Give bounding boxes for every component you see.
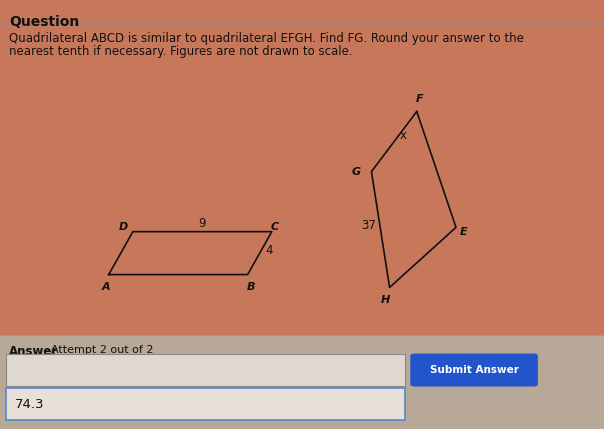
- Text: H: H: [381, 295, 390, 305]
- Text: Question: Question: [9, 15, 79, 29]
- Text: 9: 9: [199, 217, 206, 230]
- FancyBboxPatch shape: [6, 354, 405, 386]
- Text: B: B: [246, 282, 255, 293]
- Text: Answer: Answer: [9, 345, 59, 358]
- Text: C: C: [271, 222, 279, 233]
- FancyBboxPatch shape: [411, 354, 538, 386]
- Text: x: x: [400, 129, 407, 142]
- FancyBboxPatch shape: [6, 388, 405, 420]
- Text: E: E: [460, 227, 467, 237]
- Text: G: G: [352, 166, 361, 177]
- Text: Attempt 2 out of 2: Attempt 2 out of 2: [51, 345, 154, 355]
- Text: nearest tenth if necessary. Figures are not drawn to scale.: nearest tenth if necessary. Figures are …: [9, 45, 353, 58]
- Text: Submit Answer: Submit Answer: [429, 365, 519, 375]
- FancyBboxPatch shape: [0, 335, 604, 429]
- Text: D: D: [119, 222, 129, 233]
- Text: 4: 4: [265, 245, 272, 257]
- Text: F: F: [416, 94, 423, 104]
- Text: 37: 37: [361, 219, 376, 232]
- Text: Quadrilateral ABCD is similar to quadrilateral EFGH. Find FG. Round your answer : Quadrilateral ABCD is similar to quadril…: [9, 32, 524, 45]
- Text: 74.3: 74.3: [15, 398, 45, 411]
- Text: A: A: [101, 282, 110, 293]
